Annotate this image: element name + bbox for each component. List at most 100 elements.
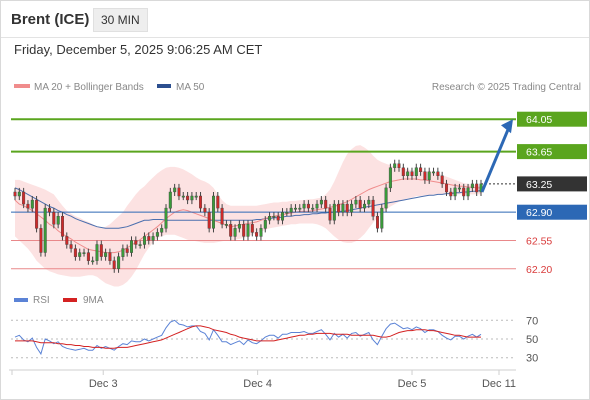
candle-body	[65, 236, 69, 245]
x-tick-label-3: Dec 11	[482, 378, 516, 390]
candle-body	[453, 187, 457, 197]
rsi-tick-label-1: 50	[526, 334, 538, 346]
candle-body	[328, 207, 332, 221]
candle-body	[138, 244, 142, 246]
candle-body	[220, 207, 224, 225]
candle-body	[229, 224, 233, 237]
candle-body	[363, 203, 367, 209]
rsi-ma-legend-label: 9MA	[83, 295, 104, 306]
candle-body	[380, 207, 384, 229]
candle-body	[117, 256, 121, 269]
candle-body	[129, 240, 133, 253]
level-tag-0	[517, 111, 587, 127]
bollinger-band	[15, 145, 481, 287]
candle-body	[216, 195, 220, 209]
candle-body	[91, 260, 95, 263]
candle-body	[134, 240, 138, 245]
rsi-tick-label-0: 70	[526, 315, 538, 327]
candle-body	[224, 224, 228, 226]
candle-body	[250, 224, 254, 233]
candle-body	[61, 215, 65, 237]
ma20-legend-swatch	[14, 84, 30, 88]
candle-body	[207, 211, 211, 229]
level-label-4: 62.55	[526, 236, 552, 248]
timeframe-badge[interactable]: 30 MIN	[93, 8, 148, 32]
rsi-ma-legend-swatch	[63, 298, 77, 302]
candle-body	[311, 207, 315, 210]
candle-body	[43, 207, 47, 253]
candle-body	[341, 203, 345, 213]
candle-body	[384, 187, 388, 209]
candle-body	[52, 211, 56, 225]
candle-body	[125, 248, 129, 253]
candle-body	[69, 244, 73, 249]
timestamp: Friday, December 5, 2025 9:06:25 AM CET	[14, 42, 263, 57]
candle-body	[173, 187, 177, 193]
candle-body	[427, 171, 431, 181]
candle-body	[289, 207, 293, 213]
candle-body	[376, 215, 380, 229]
candle-body	[423, 171, 427, 181]
candle-body	[48, 207, 52, 213]
ma50-legend-swatch	[157, 84, 171, 88]
x-tick-label-1: Dec 4	[243, 378, 272, 390]
ma50-legend-label: MA 50	[176, 82, 205, 93]
candle-body	[345, 203, 349, 213]
candle-body	[445, 183, 449, 193]
candle-body	[35, 199, 39, 229]
candle-body	[388, 167, 392, 189]
level-tag-2	[517, 176, 587, 192]
candle-body	[168, 191, 172, 209]
level-tag-1	[517, 144, 587, 160]
candle-body	[17, 191, 21, 197]
candle-body	[164, 207, 168, 229]
candle-body	[414, 167, 418, 176]
candle-body	[95, 244, 99, 261]
candle-body	[294, 207, 298, 210]
candle-body	[203, 207, 207, 213]
candle-body	[410, 171, 414, 177]
level-label-5: 62.20	[526, 264, 552, 276]
level-tag-3	[517, 204, 587, 220]
candle-body	[354, 199, 358, 205]
candle-body	[440, 175, 444, 185]
candle-body	[121, 248, 125, 257]
candle-body	[26, 203, 30, 209]
ma20-legend-label: MA 20 + Bollinger Bands	[34, 82, 144, 93]
candle-body	[302, 203, 306, 209]
candle-body	[470, 183, 474, 189]
candle-body	[82, 252, 86, 255]
candle-body	[281, 211, 285, 221]
rsi-line	[14, 319, 482, 356]
candle-body	[142, 236, 146, 245]
projection-arrow-shaft	[480, 126, 511, 193]
candle-body	[30, 199, 34, 209]
candle-body	[350, 203, 354, 213]
candle-body	[332, 203, 336, 221]
candle-body	[181, 195, 185, 198]
candle-body	[190, 195, 194, 201]
candle-body	[466, 187, 470, 197]
candle-body	[237, 224, 241, 229]
instrument-title: Brent (ICE)	[11, 11, 90, 28]
candle-body	[371, 199, 375, 217]
candle-body	[406, 171, 410, 177]
candle-body	[39, 228, 43, 253]
candle-body	[151, 236, 155, 241]
candle-body	[186, 195, 190, 201]
candle-body	[56, 215, 60, 225]
candle-body	[272, 215, 276, 218]
candle-body	[233, 228, 237, 237]
candle-body	[99, 244, 103, 257]
candle-body	[78, 252, 82, 257]
candle-body	[298, 207, 302, 210]
level-label-0: 64.05	[526, 114, 552, 126]
candle-body	[112, 260, 116, 270]
candle-body	[108, 252, 112, 261]
level-label-2: 63.25	[526, 179, 552, 191]
rsi-legend-label: RSI	[33, 295, 50, 306]
candle-body	[315, 203, 319, 209]
candle-body	[160, 228, 164, 233]
level-label-1: 63.65	[526, 147, 552, 159]
